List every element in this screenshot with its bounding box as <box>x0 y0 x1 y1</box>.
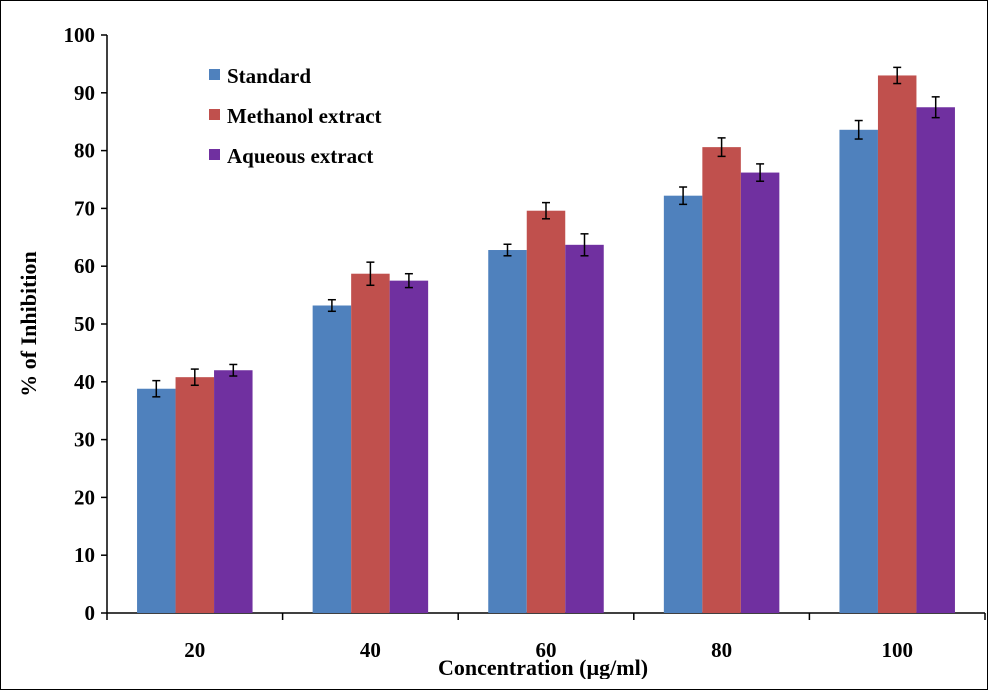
legend-swatch <box>209 69 220 80</box>
x-tick-label: 100 <box>881 638 913 662</box>
y-tick-label: 0 <box>85 601 96 625</box>
x-tick-label: 40 <box>360 638 381 662</box>
bar <box>663 195 703 613</box>
y-tick-label: 30 <box>74 428 95 452</box>
bar <box>312 305 352 613</box>
y-tick-label: 60 <box>74 254 95 278</box>
y-axis: 0 10 20 30 40 50 60 70 80 90 100 <box>64 23 108 625</box>
bar <box>175 377 215 613</box>
legend: Standard Methanol extract Aqueous extract <box>209 64 382 168</box>
bars <box>137 75 955 614</box>
legend-swatch <box>209 149 220 160</box>
x-tick-label: 60 <box>536 638 557 662</box>
error-bars <box>152 66 940 398</box>
legend-label: Methanol extract <box>227 104 382 128</box>
x-tick-label: 80 <box>711 638 732 662</box>
bar <box>526 210 566 613</box>
x-tick-label: 20 <box>184 638 205 662</box>
bar <box>740 172 780 613</box>
bar <box>565 244 604 613</box>
legend-label: Standard <box>227 64 311 88</box>
bar <box>877 75 917 613</box>
y-axis-title: % of Inhibition <box>16 251 41 397</box>
y-tick-label: 80 <box>74 139 95 163</box>
y-tick-label: 20 <box>74 485 95 509</box>
bar <box>137 388 176 613</box>
bar <box>702 147 741 613</box>
y-tick-label: 100 <box>64 23 96 47</box>
bar <box>488 250 527 614</box>
y-tick-label: 90 <box>74 81 95 105</box>
bar <box>389 280 429 613</box>
bar <box>351 273 390 613</box>
bar <box>916 107 955 613</box>
x-axis-title: Concentration (µg/ml) <box>438 655 648 679</box>
y-tick-label: 10 <box>74 543 95 567</box>
y-tick-label: 70 <box>74 196 95 220</box>
bar <box>214 370 253 613</box>
legend-label: Aqueous extract <box>227 144 373 168</box>
bar <box>839 129 878 614</box>
legend-swatch <box>209 109 220 120</box>
y-tick-label: 40 <box>74 370 95 394</box>
y-tick-label: 50 <box>74 312 95 336</box>
